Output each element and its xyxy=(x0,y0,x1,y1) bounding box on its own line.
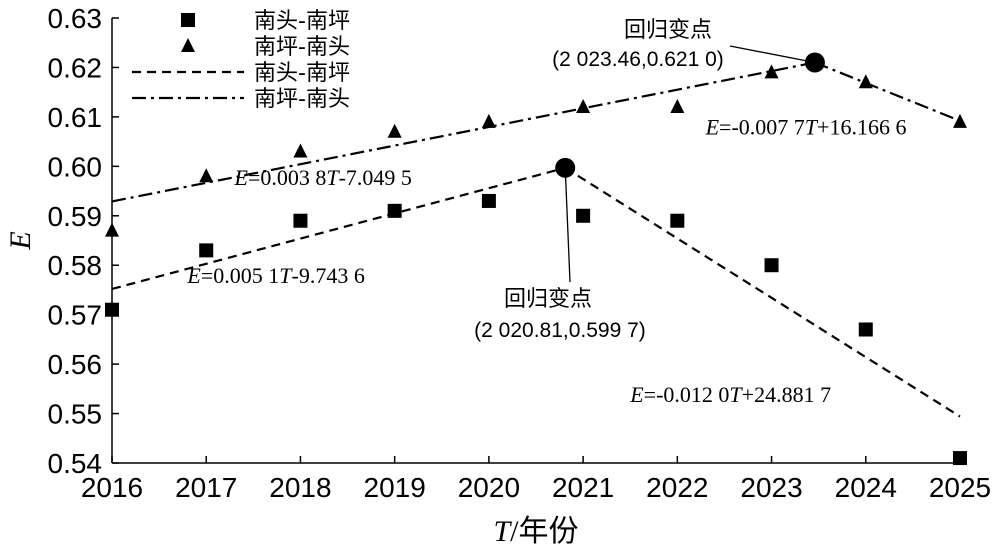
x-axis-title: T/年份 xyxy=(493,515,578,548)
breakpoint-label: 回归变点 xyxy=(624,18,712,43)
x-tick-label: 2018 xyxy=(269,472,331,503)
point-triangle xyxy=(670,99,685,113)
legend-label: 南头-南坪 xyxy=(254,61,350,86)
fit-line-segment xyxy=(814,61,961,122)
fit-equation: E=0.003 8T-7.049 5 xyxy=(233,165,411,190)
legend-symbol xyxy=(181,13,195,27)
point-square xyxy=(105,302,119,317)
point-square xyxy=(670,213,685,228)
y-tick-label: 0.63 xyxy=(48,3,103,34)
y-axis-title: E xyxy=(4,231,37,250)
y-tick-label: 0.59 xyxy=(48,201,103,232)
point-triangle xyxy=(481,113,496,128)
fit-equation: E=-0.012 0T+24.881 7 xyxy=(629,382,831,407)
y-tick-label: 0.55 xyxy=(48,399,103,430)
x-tick-label: 2025 xyxy=(929,472,991,503)
breakpoint-coords: (2 023.46,0.621 0) xyxy=(552,48,724,71)
breakpoint-marker xyxy=(804,52,825,73)
point-square xyxy=(481,193,496,208)
point-square xyxy=(199,243,214,258)
data-points xyxy=(105,64,967,466)
legend-label: 南坪-南头 xyxy=(254,87,350,112)
annotations: 回归变点 (2 020.81,0.599 7) 回归变点 (2 023.46,0.62… xyxy=(186,18,906,407)
y-tick-label: 0.54 xyxy=(48,448,103,479)
point-triangle xyxy=(953,113,967,128)
x-tick-label: 2017 xyxy=(175,472,237,503)
point-square xyxy=(764,258,779,273)
fit-line-segment xyxy=(111,61,816,203)
point-square xyxy=(953,451,967,466)
breakpoint-coords: (2 020.81,0.599 7) xyxy=(474,319,646,342)
y-tick-label: 0.61 xyxy=(48,102,103,133)
breakpoint-leader xyxy=(729,45,816,64)
x-tick-label: 2024 xyxy=(835,472,897,503)
point-square xyxy=(387,203,402,218)
x-tick-label: 2022 xyxy=(646,472,708,503)
y-tick-label: 0.60 xyxy=(48,151,103,182)
y-tick-label: 0.56 xyxy=(48,349,103,380)
breakpoint-leader xyxy=(564,167,571,283)
x-tick-label: 2020 xyxy=(458,472,520,503)
y-tick-label: 0.57 xyxy=(48,300,103,331)
legend-label: 南坪-南头 xyxy=(254,35,350,60)
y-tick-label: 0.58 xyxy=(48,250,103,281)
x-tick-label: 2016 xyxy=(81,472,143,503)
point-triangle xyxy=(387,123,402,138)
point-triangle xyxy=(293,143,308,158)
breakpoint-label: 回归变点 xyxy=(504,287,592,312)
fit-equation: E=-0.007 7T+16.166 6 xyxy=(705,115,907,140)
fit-lines xyxy=(111,61,961,418)
point-triangle xyxy=(576,99,591,113)
legend-label: 南头-南坪 xyxy=(254,9,350,34)
y-tick-label: 0.62 xyxy=(48,52,103,83)
breakpoint-marker xyxy=(555,157,576,178)
point-square xyxy=(576,208,591,223)
x-tick-label: 2023 xyxy=(740,472,802,503)
fit-equation: E=0.005 1T-9.743 6 xyxy=(186,263,364,288)
x-tick-label: 2019 xyxy=(364,472,426,503)
legend-symbol xyxy=(181,38,195,52)
point-square xyxy=(858,322,873,337)
point-triangle xyxy=(199,168,214,183)
point-triangle xyxy=(858,74,873,89)
point-triangle xyxy=(764,64,779,79)
point-square xyxy=(293,213,308,228)
fit-line-segment xyxy=(111,166,566,291)
x-tick-label: 2021 xyxy=(552,472,614,503)
point-triangle xyxy=(105,222,119,237)
fit-line-segment xyxy=(564,166,961,418)
axes: 2016 2017 2018 2019 2020 2021 2022 2023 2024 2025… xyxy=(4,3,991,548)
